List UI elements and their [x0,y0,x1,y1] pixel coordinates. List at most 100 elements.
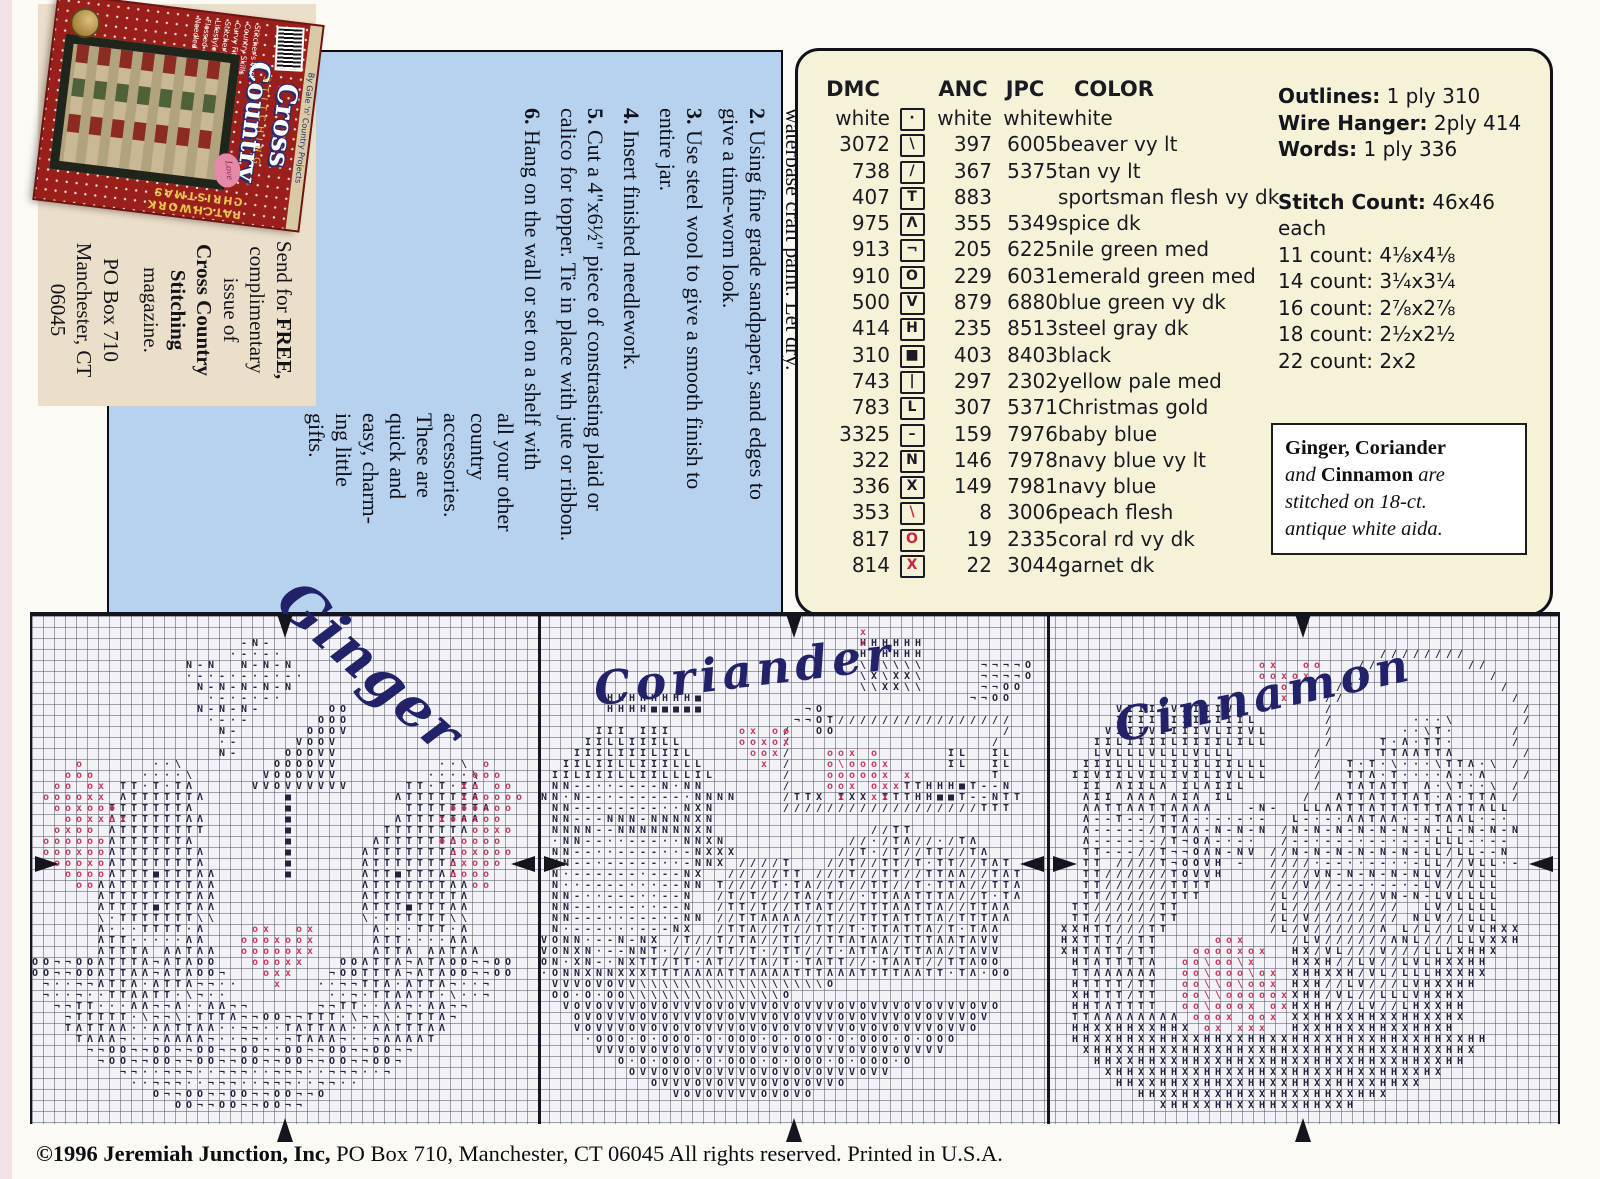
dmc-number: 3072 [839,132,890,157]
dmc-number: white [835,106,890,130]
motif-symbols-dark: //////// // // // / // / // / VIIIIVIIII… [1061,649,1534,1111]
color-name: beaver vy lt [1058,132,1178,157]
dmc-number: 783 [851,395,890,420]
legend-info-block: Outlines: 1 ply 310 Wire Hanger: 2ply 414… [1278,83,1538,400]
color-name: blue green vy dk [1058,290,1227,315]
anc-number: white [937,106,992,130]
anc-number: 307 [953,395,992,420]
color-name: Christmas gold [1058,395,1209,420]
ad-line: issue of [218,191,245,429]
color-name: steel gray dk [1058,316,1189,341]
symbol-cell: | [890,368,934,394]
motif-symbols-pink: ox oo ooxox oox x oox ooooxox oo\oo\x oo… [1182,660,1325,1034]
color-name: coral rd vy dk [1058,526,1195,551]
motif-symbols-pink: o o ooo ooo oo ox xo oo ooooxx xxoooo oo… [43,759,527,990]
jpc-number: 7976 [1007,421,1058,446]
anc-number: 367 [953,158,992,183]
color-name: baby blue [1058,421,1158,446]
ad-text: Cross Country [192,243,217,377]
color-name: garnet dk [1058,553,1155,578]
promo-ad-lines: Send for FREE, complimentary issue of Cross… [138,191,297,429]
dmc-number: 3325 [839,421,890,446]
chart-panel-cinnamon: //////// // // // / // / // / VIIIIVIIII… [1050,614,1556,1142]
legend-row: 310 ■ 403 8403 black [816,342,1279,368]
copyright-bold: ©1996 Jeremiah Junction, Inc, [36,1141,331,1166]
center-mark-arrow-lft [511,856,535,872]
ad-text: issue of [219,277,243,343]
count-line: 18 count: 2½x2½ [1278,322,1456,346]
info-line: Outlines: 1 ply 310 [1278,84,1481,108]
direction-item: 2. Using fine grade sandpaper, sand edge… [718,108,770,500]
anc-number: 297 [953,368,992,393]
dmc-number: 738 [851,158,890,183]
ad-line: magazine. [138,191,165,429]
address-line: 06045 [46,283,70,337]
info-label: Words: [1278,137,1358,161]
legend-header [890,77,934,105]
stitch-symbol: / [899,160,925,184]
direction-item: 6. Hang on the wall or set on a shelf wi… [303,108,546,660]
dmc-number: 743 [851,368,890,393]
color-name: spice dk [1058,211,1141,236]
promo-text: Send for FREE, complimentary issue of Cross… [46,191,297,429]
legend-row: 414 H 235 8513 steel gray dk [816,315,1279,342]
center-mark-arrow-down [786,614,802,638]
jpc-number: 5371 [1007,395,1058,420]
note-italic-2: are [1413,464,1445,486]
symbol-cell: · [890,105,934,131]
jpc-number: 6880 [1007,290,1058,315]
stitch-symbol: ■ [899,344,925,368]
jpc-number: 7978 [1007,447,1058,472]
cross-stitch-chart: -N- ·-·-· N-N N-N-N ·-·-·-·-·-· N-N-N-N-… [30,567,1560,1142]
note-bold-2: Cinnamon [1320,464,1414,486]
stitch-count-lines: Stitch Count: 46x46 each 11 count: 4⅛x4⅛ 1… [1278,189,1538,375]
legend-header: COLOR [1074,77,1154,101]
symbol-cell: – [890,421,934,447]
dmc-number: 500 [851,290,890,315]
stitch-symbol: H [899,318,925,342]
legend-row: 743 | 297 2302 yellow pale med [816,368,1279,394]
jpc-number: 5349 [1007,211,1058,236]
stitch-symbol: N [899,449,925,473]
address-line: PO Box 710 [99,258,123,362]
symbol-cell: H [890,315,934,342]
jpc-number: 5375 [1007,158,1058,183]
color-name: peach flesh [1058,500,1174,525]
anc-number: 355 [953,211,992,236]
symbol-cell: V [890,289,934,316]
stitch-symbol: · [899,108,925,131]
motif-symbols-dark: HHHHHH HHHHHH \\\\\\ ¬¬¬¬O \X\XX\ ¬¬¬¬O … [541,638,1036,1100]
thread-legend-table: DMC ANC JPC COLOR white · white white white 3072… [816,77,1280,579]
stitch-symbol: \ [899,502,925,526]
direction-item: 5. Cut a 4"x6½" piece of constrasting pl… [556,108,608,542]
ad-text: magazine. [139,267,164,353]
panel-divider [538,616,541,1124]
legend-header: DMC [826,77,880,101]
legend-row: 322 N 146 7978 navy blue vy lt [816,447,1279,473]
legend-row: 910 O 229 6031 emerald green med [816,263,1279,289]
symbol-cell: \ [890,131,934,158]
framed-sampler-image [49,33,241,191]
color-name: sportsman flesh vy dk [1058,184,1280,209]
legend-row: 814 X 22 3044 garnet dk [816,552,1279,579]
note-line-3: stitched on 18-ct. [1285,491,1427,513]
fabric-note-box: Ginger, Coriander and Cinnamon are stitc… [1271,423,1527,555]
direction-item: 3. Use steel wool to give a smooth finis… [655,108,707,490]
ad-line: complimentary [244,191,271,429]
dmc-number: 817 [851,526,890,551]
ad-text: FREE, [272,317,296,380]
info-label: Wire Hanger: [1278,110,1428,135]
jpc-number: 3006 [1007,500,1058,525]
jpc-number: 6005 [1007,132,1058,157]
direction-item: 4. Insert finished needlework. [619,108,644,371]
direction-number: 6. [520,108,545,130]
ad-line: Cross Country [191,191,218,429]
center-mark-arrow-rgt [544,856,568,872]
dmc-number: 336 [851,474,890,499]
jpc-number: 2302 [1007,368,1058,393]
center-mark-arrow-up [277,1118,293,1142]
anc-number: 403 [953,342,992,367]
color-name: emerald green med [1058,263,1256,288]
center-mark-arrow-up [786,1118,802,1142]
